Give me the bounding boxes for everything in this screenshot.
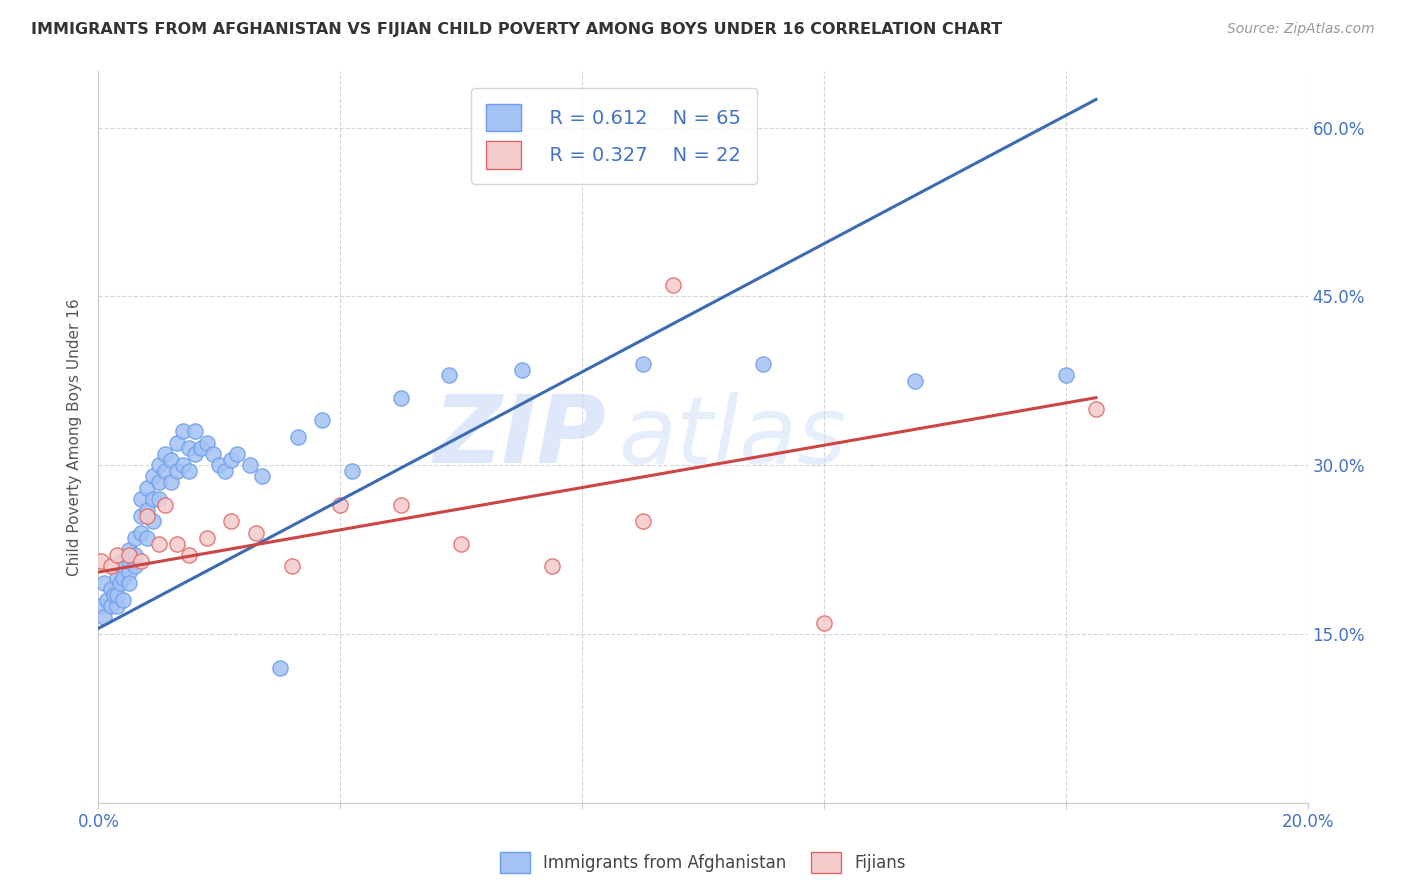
- Point: [103, 588, 125, 602]
- Point: [129, 525, 152, 540]
- Point: [160, 475, 183, 489]
- Point: [148, 537, 170, 551]
- Point: [148, 458, 170, 473]
- Point: [124, 532, 146, 546]
- Point: [510, 362, 533, 376]
- Point: [153, 447, 176, 461]
- Point: [269, 661, 291, 675]
- Point: [108, 576, 131, 591]
- Point: [100, 599, 122, 613]
- Point: [118, 548, 141, 562]
- Point: [450, 537, 472, 551]
- Point: [100, 559, 122, 574]
- Point: [172, 458, 194, 473]
- Point: [148, 475, 170, 489]
- Point: [904, 374, 927, 388]
- Point: [389, 498, 412, 512]
- Point: [184, 425, 207, 439]
- Point: [631, 515, 654, 529]
- Point: [160, 452, 183, 467]
- Point: [661, 278, 683, 293]
- Point: [329, 498, 352, 512]
- Point: [1054, 368, 1077, 383]
- Point: [166, 537, 188, 551]
- Point: [111, 554, 134, 568]
- Text: Source: ZipAtlas.com: Source: ZipAtlas.com: [1227, 22, 1375, 37]
- Point: [135, 508, 157, 523]
- Point: [124, 548, 146, 562]
- Point: [142, 515, 165, 529]
- Point: [105, 588, 128, 602]
- Point: [124, 559, 146, 574]
- Point: [437, 368, 460, 383]
- Point: [389, 391, 412, 405]
- Point: [93, 610, 115, 624]
- Point: [135, 481, 157, 495]
- Point: [142, 491, 165, 506]
- Point: [90, 554, 112, 568]
- Y-axis label: Child Poverty Among Boys Under 16: Child Poverty Among Boys Under 16: [67, 298, 83, 576]
- Text: ZIP: ZIP: [433, 391, 606, 483]
- Point: [118, 542, 141, 557]
- Text: IMMIGRANTS FROM AFGHANISTAN VS FIJIAN CHILD POVERTY AMONG BOYS UNDER 16 CORRELAT: IMMIGRANTS FROM AFGHANISTAN VS FIJIAN CH…: [31, 22, 1002, 37]
- Point: [342, 464, 364, 478]
- Point: [135, 503, 157, 517]
- Legend: Immigrants from Afghanistan, Fijians: Immigrants from Afghanistan, Fijians: [494, 846, 912, 880]
- Point: [202, 447, 225, 461]
- Point: [179, 464, 201, 478]
- Point: [1085, 401, 1108, 416]
- Point: [105, 599, 128, 613]
- Point: [100, 582, 122, 596]
- Point: [166, 435, 188, 450]
- Point: [631, 357, 654, 371]
- Point: [111, 593, 134, 607]
- Point: [129, 508, 152, 523]
- Point: [172, 425, 194, 439]
- Point: [153, 464, 176, 478]
- Point: [142, 469, 165, 483]
- Point: [214, 464, 236, 478]
- Point: [221, 515, 243, 529]
- Point: [105, 571, 128, 585]
- Point: [105, 548, 128, 562]
- Point: [311, 413, 333, 427]
- Point: [540, 559, 562, 574]
- Point: [111, 571, 134, 585]
- Point: [281, 559, 304, 574]
- Point: [752, 357, 775, 371]
- Point: [153, 498, 176, 512]
- Point: [129, 491, 152, 506]
- Point: [129, 554, 152, 568]
- Point: [118, 554, 141, 568]
- Point: [179, 442, 201, 456]
- Point: [195, 532, 218, 546]
- Point: [118, 576, 141, 591]
- Point: [195, 435, 218, 450]
- Point: [118, 565, 141, 579]
- Point: [179, 548, 201, 562]
- Point: [135, 532, 157, 546]
- Point: [166, 464, 188, 478]
- Point: [287, 430, 309, 444]
- Point: [245, 525, 267, 540]
- Point: [226, 447, 249, 461]
- Point: [221, 452, 243, 467]
- Point: [813, 615, 835, 630]
- Point: [93, 576, 115, 591]
- Point: [148, 491, 170, 506]
- Point: [250, 469, 273, 483]
- Point: [239, 458, 262, 473]
- Point: [184, 447, 207, 461]
- Point: [208, 458, 231, 473]
- Point: [190, 442, 212, 456]
- Point: [96, 593, 118, 607]
- Text: atlas: atlas: [619, 392, 846, 483]
- Point: [90, 599, 112, 613]
- Legend:   R = 0.612    N = 65,   R = 0.327    N = 22: R = 0.612 N = 65, R = 0.327 N = 22: [471, 88, 756, 185]
